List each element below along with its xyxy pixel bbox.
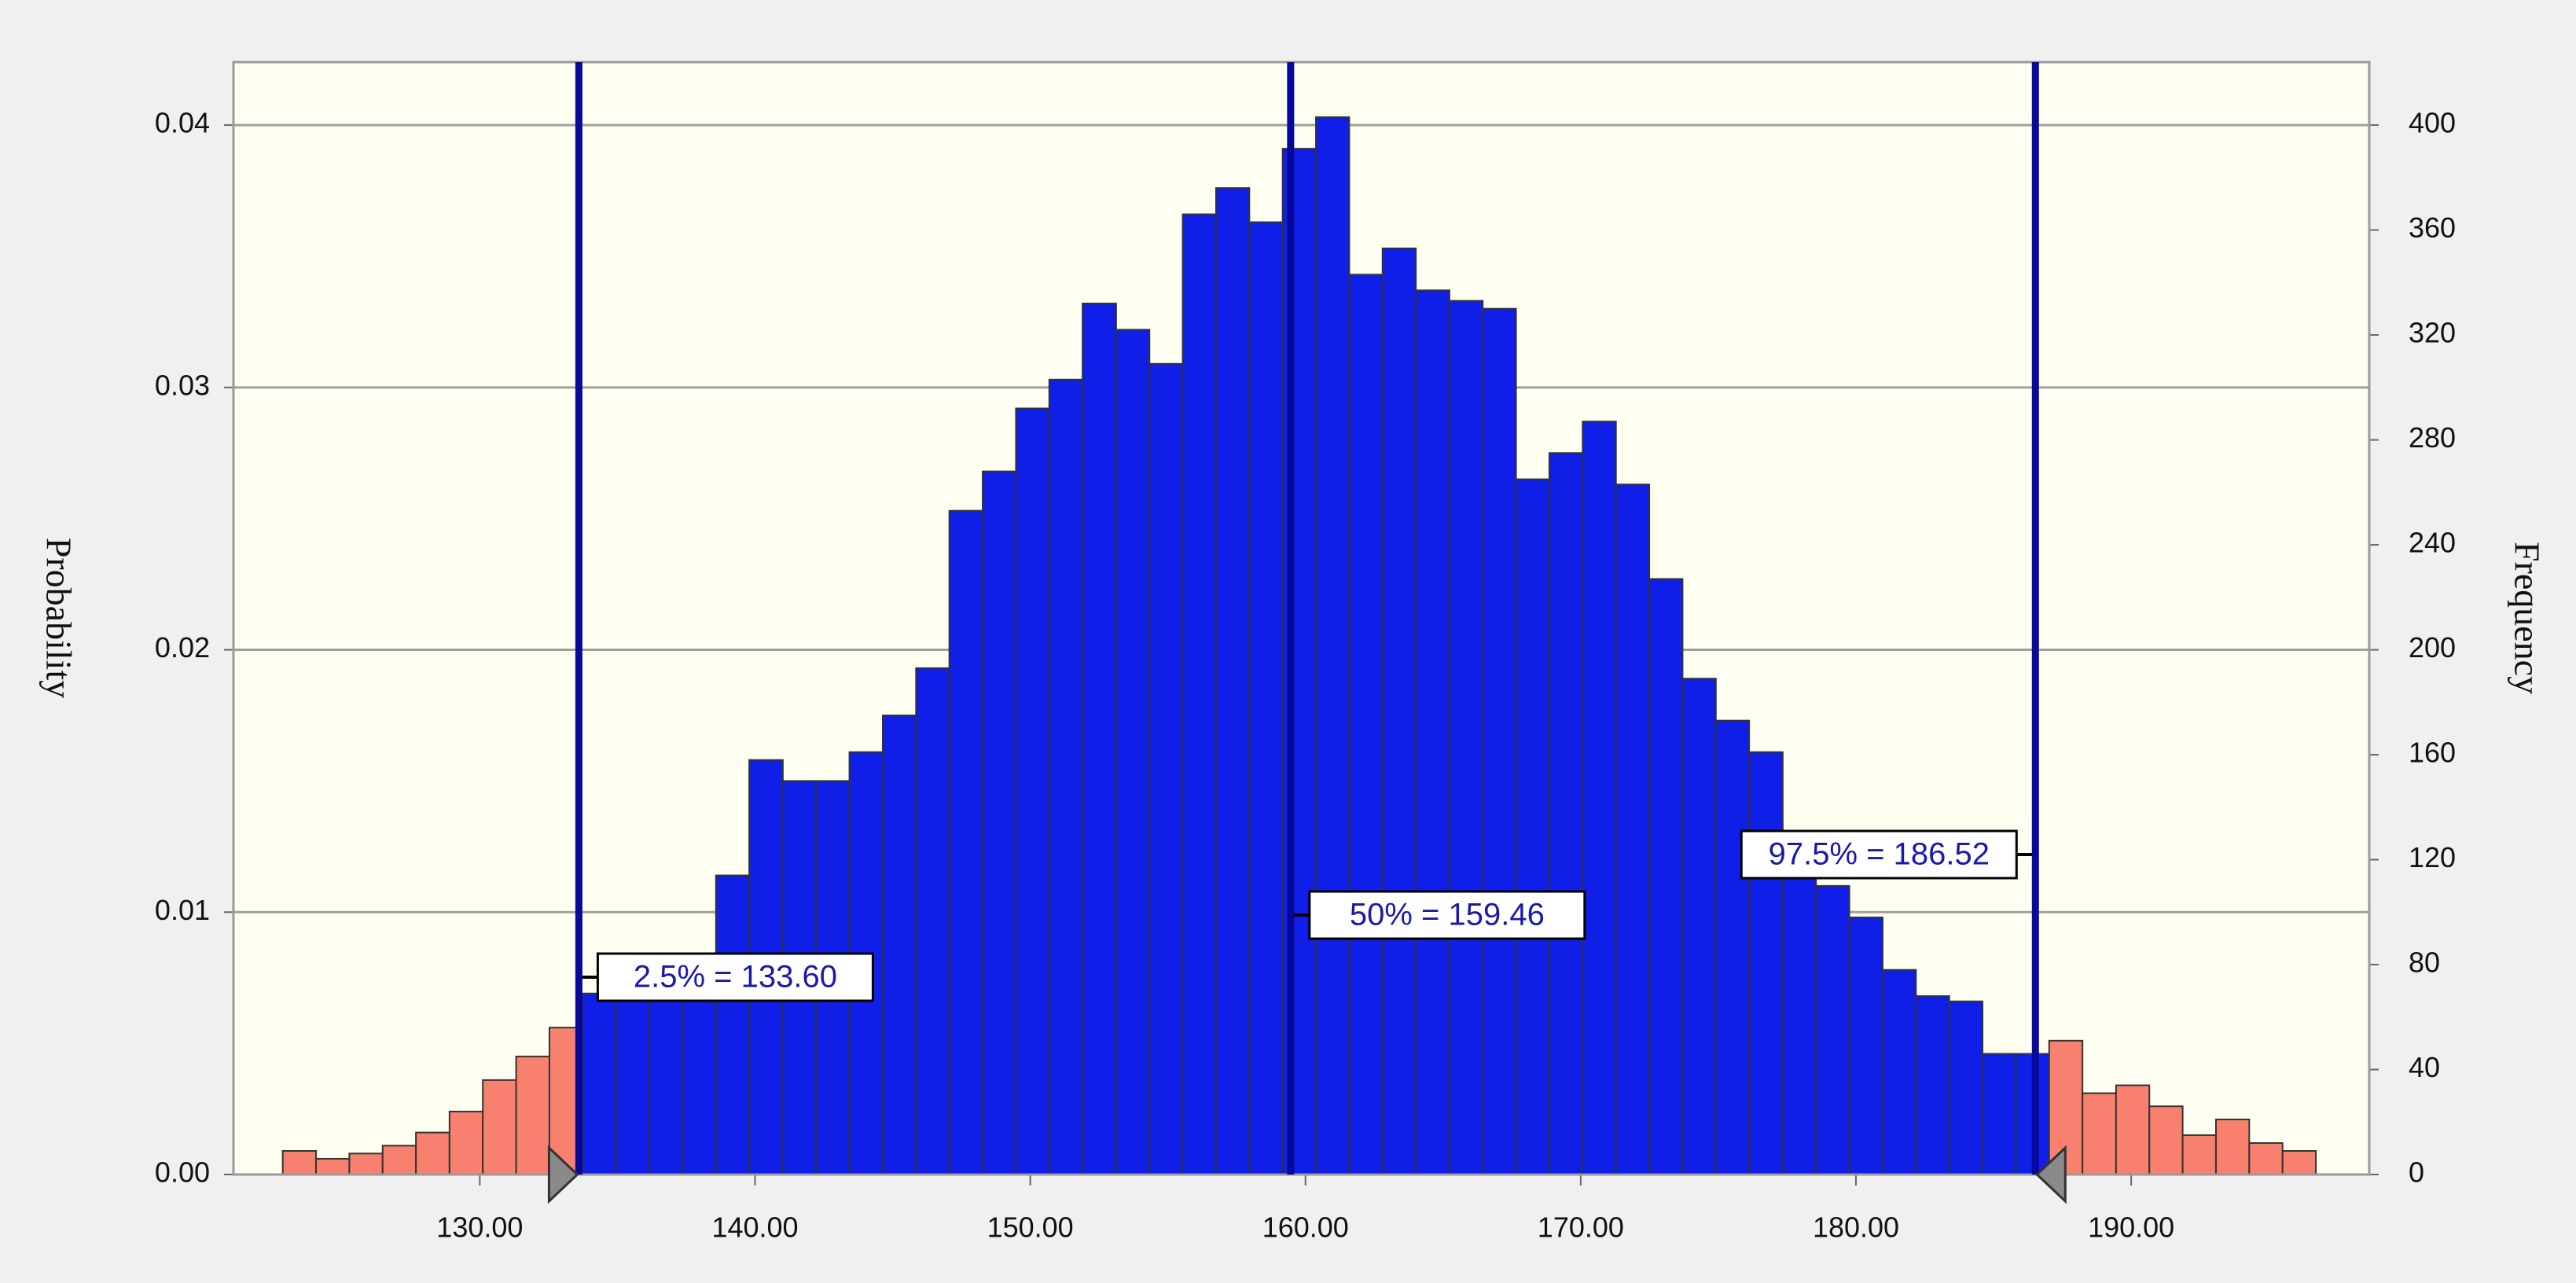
histogram-bar — [1681, 678, 1717, 1175]
label-box — [1308, 890, 1586, 940]
histogram-bar — [2082, 1092, 2117, 1175]
y-tick-label: 0.02 — [155, 631, 210, 664]
x-tick-label: 170.00 — [1538, 1211, 1624, 1244]
y2-tick-label: 120 — [2409, 841, 2456, 873]
histogram-bar — [1714, 719, 1751, 1175]
histogram-bar — [1082, 303, 1117, 1175]
histogram-bar — [1048, 378, 1084, 1175]
histogram-bar — [2181, 1134, 2217, 1176]
x-tick-label: 140.00 — [711, 1211, 798, 1244]
percentile-label: 2.5% = 133.60 — [634, 960, 837, 994]
y-tick-label: 0.04 — [155, 107, 210, 139]
histogram-bar — [1781, 869, 1817, 1175]
y2-tick-label: 400 — [2409, 107, 2456, 139]
histogram-bar — [281, 1149, 318, 1175]
percentile-label: 97.5% = 186.52 — [1769, 837, 1990, 872]
histogram-bar — [615, 990, 651, 1175]
slider-handle — [547, 1145, 579, 1204]
histogram-bar — [1515, 478, 1550, 1175]
histogram-bar — [682, 976, 717, 1176]
histogram-bar — [1148, 362, 1184, 1175]
y-tick-label: 0.03 — [155, 369, 210, 401]
histogram-bar — [1215, 187, 1251, 1175]
histogram-bar — [1915, 995, 1950, 1175]
histogram-bar — [1815, 884, 1850, 1176]
histogram-bar — [649, 984, 684, 1176]
histogram-bar — [515, 1055, 550, 1175]
histogram-bar — [1015, 407, 1050, 1175]
histogram-bar — [381, 1145, 417, 1175]
label-box — [1740, 829, 2018, 880]
plot-frame — [232, 61, 2371, 1176]
histogram-bar — [2281, 1149, 2317, 1175]
histogram-bar — [1648, 578, 1684, 1175]
slider-handle — [2035, 1145, 2067, 1204]
histogram-bar — [1348, 274, 1384, 1176]
histogram-bar — [948, 509, 984, 1175]
histogram-bar — [2148, 1105, 2184, 1175]
label-box — [596, 952, 874, 1002]
histogram-bar — [1982, 1053, 2017, 1175]
y2-axis-title: Frequency — [2507, 542, 2547, 694]
histogram-bar — [1548, 452, 1584, 1175]
histogram-bar — [1848, 916, 1883, 1175]
histogram-bar — [1881, 969, 1917, 1175]
histogram-bar — [582, 992, 617, 1175]
histogram-bar — [315, 1157, 351, 1176]
histogram-bar — [482, 1079, 517, 1176]
histogram-bar — [1181, 213, 1217, 1176]
histogram-bar — [1115, 329, 1151, 1175]
y-tick-label: 0.00 — [155, 1156, 210, 1189]
y2-tick-label: 320 — [2409, 317, 2456, 349]
histogram-bar — [915, 667, 950, 1175]
histogram-bar — [982, 470, 1017, 1175]
x-tick-label: 190.00 — [2088, 1211, 2174, 1244]
y2-tick-label: 240 — [2409, 527, 2456, 559]
histogram-bar — [1482, 307, 1517, 1175]
x-tick-label: 130.00 — [436, 1211, 523, 1244]
y2-tick-label: 0 — [2409, 1156, 2424, 1189]
y-axis-title: Probability — [39, 538, 79, 698]
histogram-bar — [881, 714, 917, 1175]
histogram-bar — [2248, 1141, 2284, 1176]
y2-tick-label: 40 — [2409, 1051, 2440, 1083]
x-tick-label: 180.00 — [1813, 1211, 1899, 1244]
histogram-bar — [1582, 421, 1617, 1175]
histogram-bar — [1748, 751, 1784, 1175]
y-tick-label: 0.01 — [155, 894, 210, 926]
x-tick-label: 160.00 — [1262, 1211, 1349, 1244]
y2-tick-label: 360 — [2409, 211, 2456, 244]
x-tick-label: 150.00 — [987, 1211, 1074, 1244]
histogram-bar — [2115, 1084, 2151, 1175]
histogram-bar — [415, 1131, 450, 1175]
y2-tick-label: 200 — [2409, 631, 2456, 664]
histogram-bar — [448, 1110, 484, 1175]
histogram-bar — [1948, 1000, 1984, 1176]
histogram-bar — [1448, 300, 1484, 1175]
percentile-label: 50% = 159.46 — [1350, 898, 1545, 932]
histogram-bar — [1315, 116, 1350, 1176]
histogram-bar — [715, 874, 751, 1175]
histogram-bar — [1381, 247, 1417, 1175]
y2-tick-label: 80 — [2409, 947, 2440, 979]
histogram-bar — [348, 1152, 384, 1175]
histogram-bar — [2214, 1118, 2251, 1176]
y2-tick-label: 160 — [2409, 737, 2456, 769]
y2-tick-label: 280 — [2409, 421, 2456, 454]
histogram-bar — [1615, 483, 1651, 1175]
histogram-bar — [1248, 221, 1284, 1175]
histogram-bar — [1415, 289, 1450, 1175]
